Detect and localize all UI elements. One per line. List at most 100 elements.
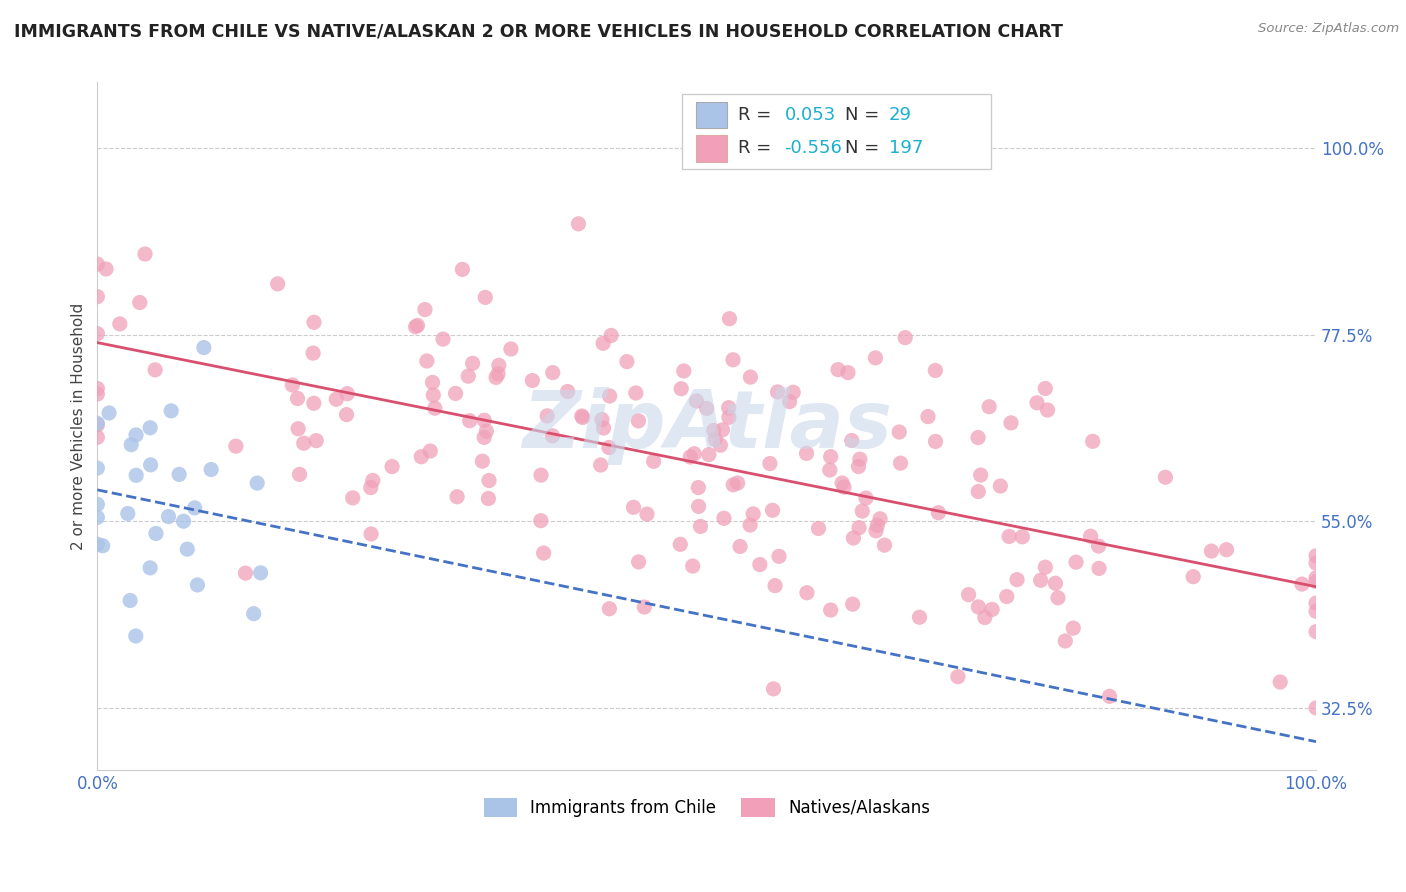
Point bbox=[461, 356, 484, 370]
Point bbox=[1270, 675, 1292, 690]
Point bbox=[717, 401, 740, 415]
Point bbox=[713, 511, 735, 525]
Point bbox=[139, 421, 162, 435]
Point bbox=[451, 262, 474, 277]
Point bbox=[288, 467, 311, 482]
Point bbox=[763, 579, 786, 593]
Point bbox=[86, 510, 108, 524]
Point bbox=[633, 600, 655, 615]
Point bbox=[125, 468, 148, 483]
Y-axis label: 2 or more Vehicles in Household: 2 or more Vehicles in Household bbox=[72, 302, 86, 549]
Point bbox=[128, 295, 150, 310]
Point bbox=[1088, 561, 1111, 575]
Point bbox=[981, 602, 1004, 616]
Point bbox=[717, 410, 740, 425]
Point bbox=[1026, 396, 1049, 410]
Point bbox=[1005, 573, 1028, 587]
Point bbox=[567, 217, 589, 231]
Point bbox=[86, 326, 108, 341]
Point bbox=[967, 484, 990, 499]
Point bbox=[837, 366, 859, 380]
Point bbox=[530, 468, 553, 483]
Point bbox=[689, 519, 711, 533]
Point bbox=[869, 512, 891, 526]
Point bbox=[1154, 470, 1177, 484]
Point bbox=[1036, 403, 1059, 417]
Point bbox=[423, 401, 446, 416]
Point bbox=[281, 378, 304, 392]
Point bbox=[917, 409, 939, 424]
Point bbox=[488, 359, 510, 373]
Point bbox=[1305, 596, 1327, 610]
Point bbox=[592, 421, 614, 435]
Point bbox=[225, 439, 247, 453]
Point bbox=[86, 387, 108, 401]
Point bbox=[457, 369, 479, 384]
Point bbox=[422, 388, 444, 402]
Point bbox=[235, 566, 257, 581]
Point bbox=[889, 425, 911, 439]
Point bbox=[851, 504, 873, 518]
Point bbox=[444, 386, 467, 401]
Point bbox=[571, 410, 593, 425]
Point bbox=[683, 447, 706, 461]
Point bbox=[855, 491, 877, 505]
Text: ZipAtlas: ZipAtlas bbox=[522, 387, 891, 465]
Point bbox=[381, 459, 404, 474]
Point bbox=[841, 434, 863, 448]
Point bbox=[589, 458, 612, 472]
Point bbox=[995, 590, 1018, 604]
Point bbox=[721, 478, 744, 492]
Point bbox=[292, 436, 315, 450]
Text: IMMIGRANTS FROM CHILE VS NATIVE/ALASKAN 2 OR MORE VEHICLES IN HOUSEHOLD CORRELAT: IMMIGRANTS FROM CHILE VS NATIVE/ALASKAN … bbox=[14, 22, 1063, 40]
Point bbox=[360, 481, 382, 495]
Point bbox=[411, 450, 433, 464]
Point bbox=[1215, 542, 1237, 557]
Point bbox=[413, 302, 436, 317]
Point bbox=[1033, 560, 1056, 574]
Point bbox=[287, 422, 309, 436]
Point bbox=[973, 610, 995, 624]
Point bbox=[183, 500, 205, 515]
Point bbox=[557, 384, 579, 399]
Point bbox=[796, 586, 818, 600]
Point bbox=[624, 386, 647, 401]
Point bbox=[108, 317, 131, 331]
Point bbox=[766, 384, 789, 399]
Point bbox=[134, 247, 156, 261]
Point bbox=[139, 458, 162, 472]
Point bbox=[672, 364, 695, 378]
Text: N =: N = bbox=[845, 139, 884, 157]
Point bbox=[682, 559, 704, 574]
Point bbox=[598, 601, 620, 615]
Point bbox=[120, 438, 142, 452]
Point bbox=[623, 500, 645, 515]
Point bbox=[599, 389, 621, 403]
Point bbox=[679, 450, 702, 464]
Text: 0.053: 0.053 bbox=[785, 106, 835, 124]
Point bbox=[86, 497, 108, 511]
Point bbox=[696, 401, 718, 416]
Point bbox=[718, 311, 741, 326]
Point bbox=[325, 392, 347, 407]
Point bbox=[591, 412, 613, 426]
Point bbox=[530, 514, 553, 528]
Point bbox=[499, 342, 522, 356]
Point bbox=[759, 457, 782, 471]
Point bbox=[967, 599, 990, 614]
Point bbox=[1087, 539, 1109, 553]
Point bbox=[957, 588, 980, 602]
Point bbox=[827, 362, 849, 376]
Point bbox=[86, 430, 108, 444]
Point bbox=[143, 363, 166, 377]
Point bbox=[302, 346, 325, 360]
Point bbox=[266, 277, 288, 291]
Point bbox=[125, 629, 148, 643]
Point bbox=[533, 546, 555, 560]
Point bbox=[120, 593, 142, 607]
Point bbox=[406, 318, 429, 333]
Point bbox=[1305, 604, 1327, 618]
Point bbox=[709, 438, 731, 452]
Point bbox=[478, 474, 501, 488]
Point bbox=[167, 467, 190, 482]
